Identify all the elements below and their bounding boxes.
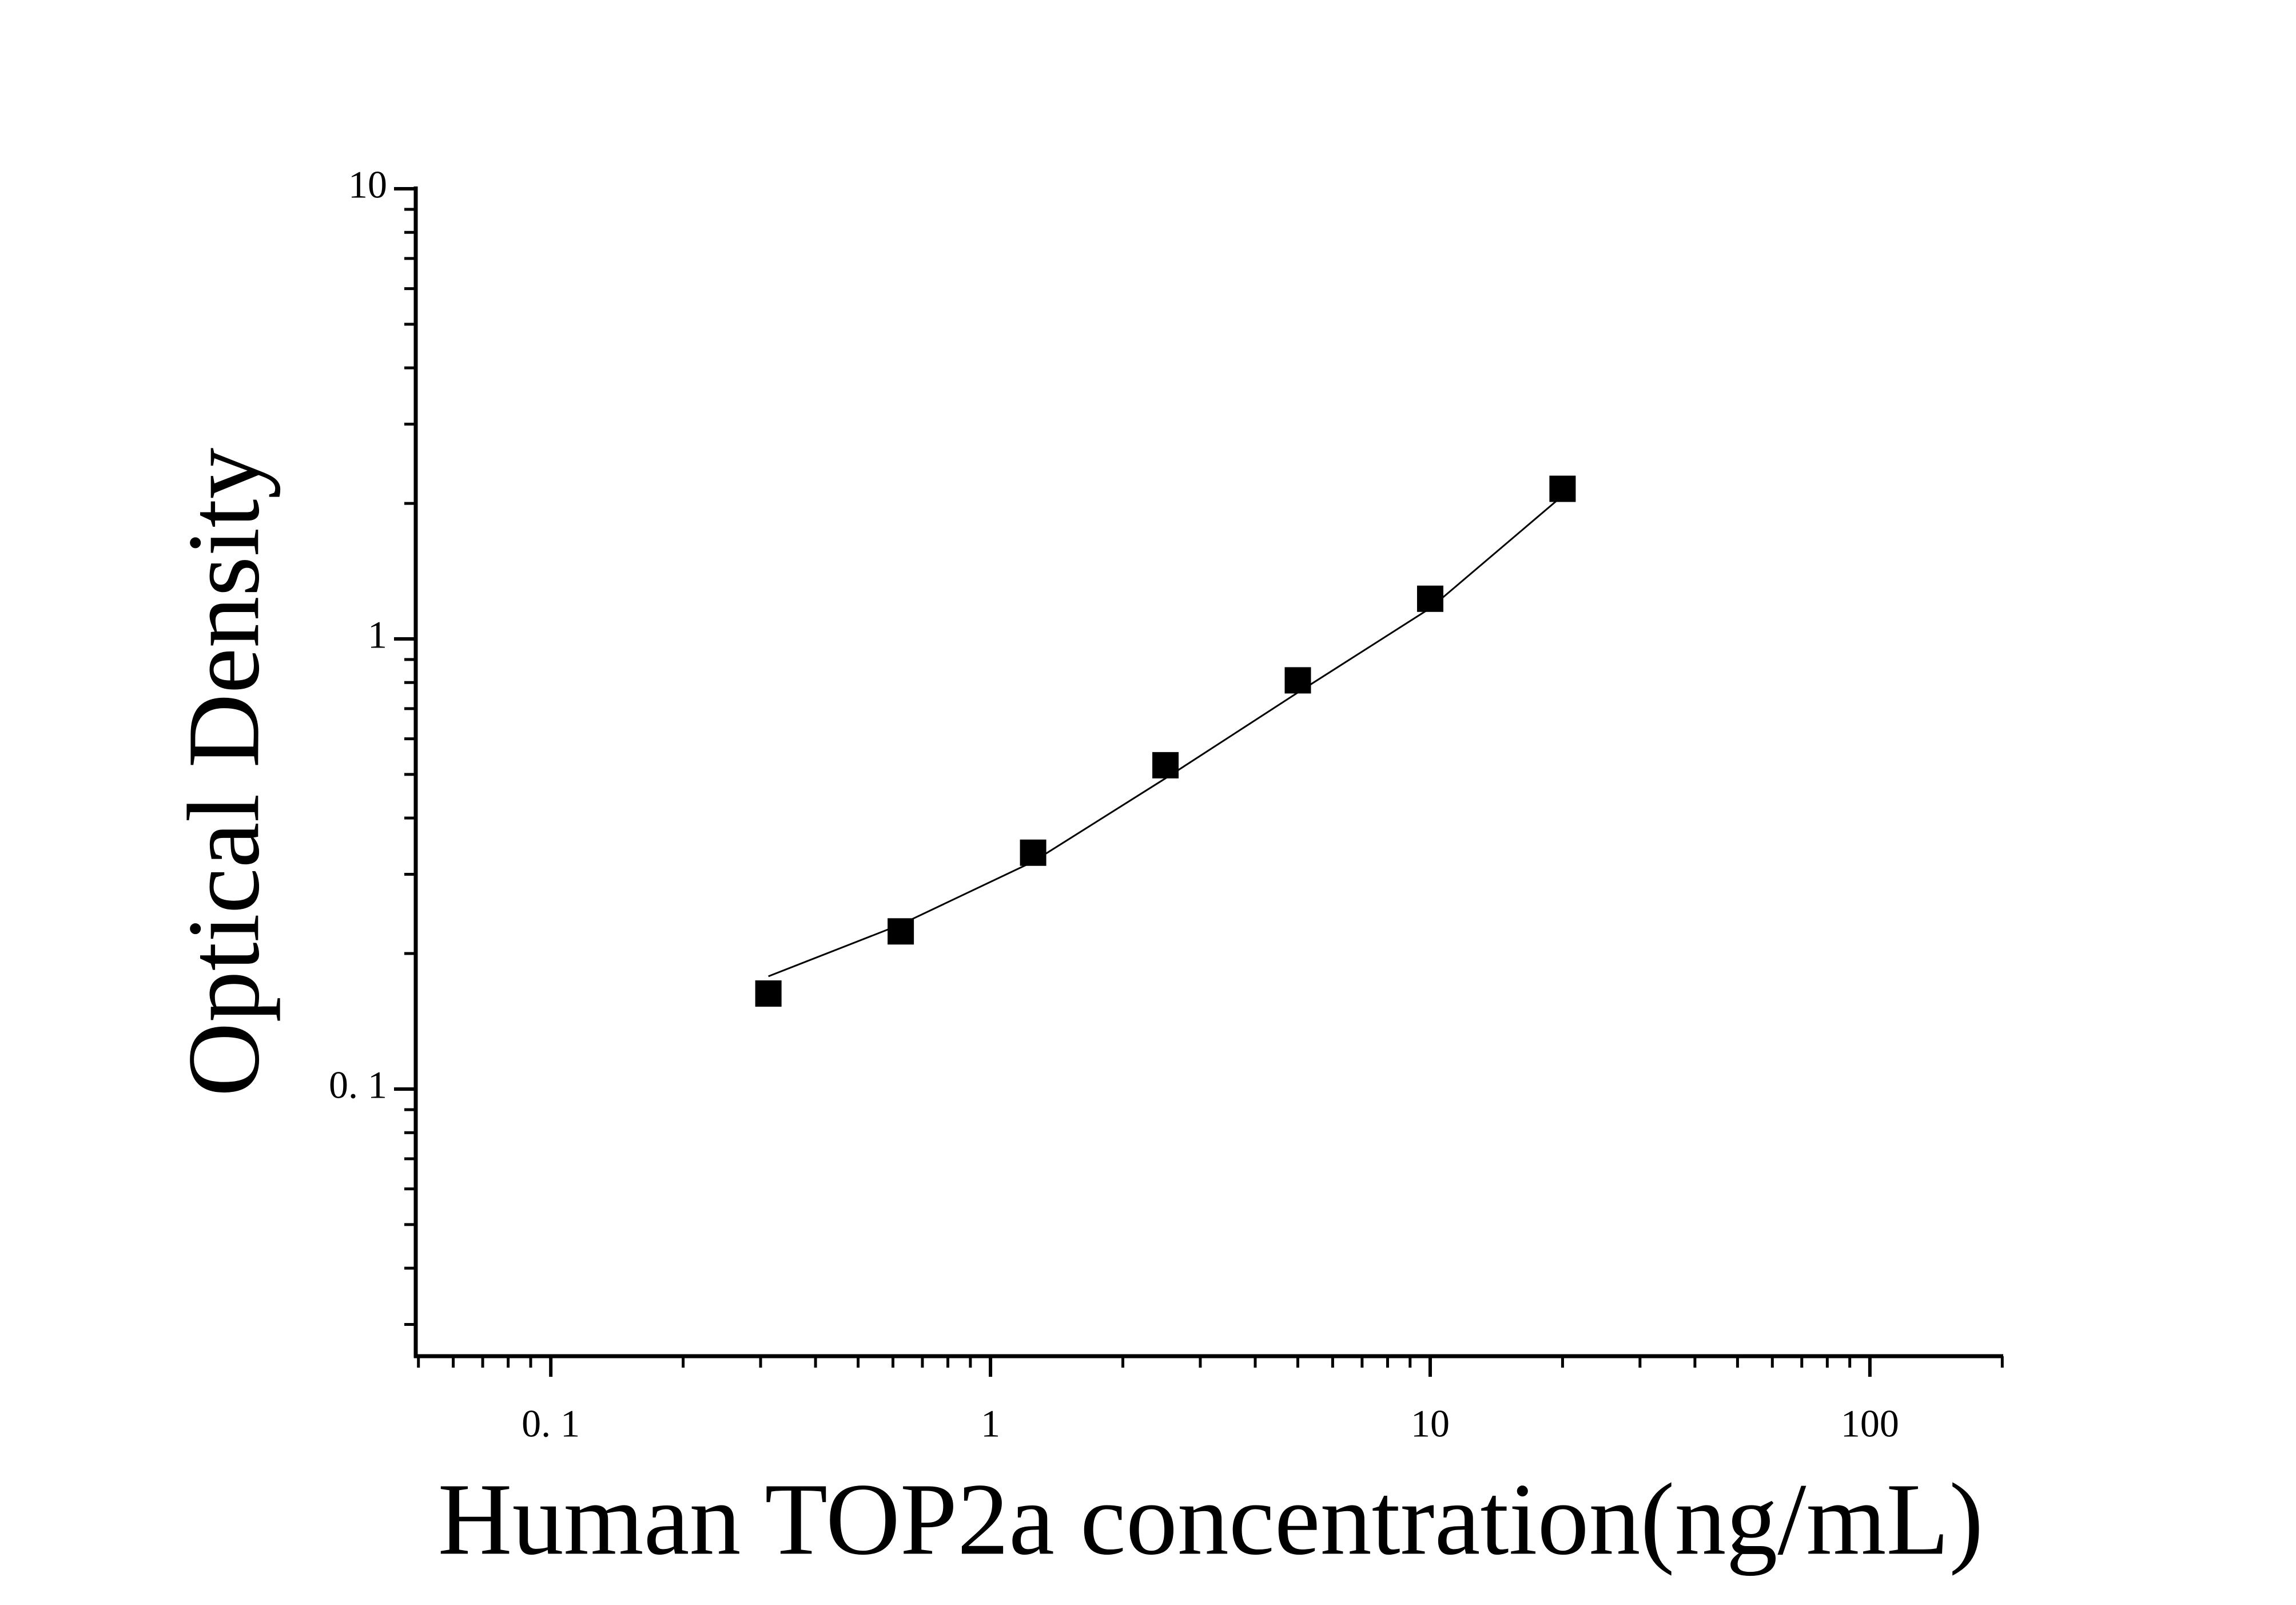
y-tick-label: 10 (348, 163, 387, 206)
x-tick-label: 1 (981, 1402, 1000, 1445)
x-axis-title: Human TOP2a concentration(ng/mL) (438, 1462, 1984, 1576)
data-point (1152, 752, 1179, 778)
data-point (1020, 839, 1046, 866)
y-tick-label: 1 (368, 613, 387, 657)
data-point (1284, 667, 1311, 694)
x-tick-label: 100 (1841, 1402, 1899, 1445)
y-tick-label: 0. 1 (329, 1063, 387, 1107)
data-point (755, 980, 782, 1007)
x-tick-label: 0. 1 (522, 1402, 580, 1445)
data-point (1416, 585, 1443, 612)
data-point (1549, 475, 1576, 502)
data-point (888, 918, 914, 945)
x-tick-label: 10 (1411, 1402, 1450, 1445)
y-axis-title: Optical Density (166, 448, 280, 1097)
